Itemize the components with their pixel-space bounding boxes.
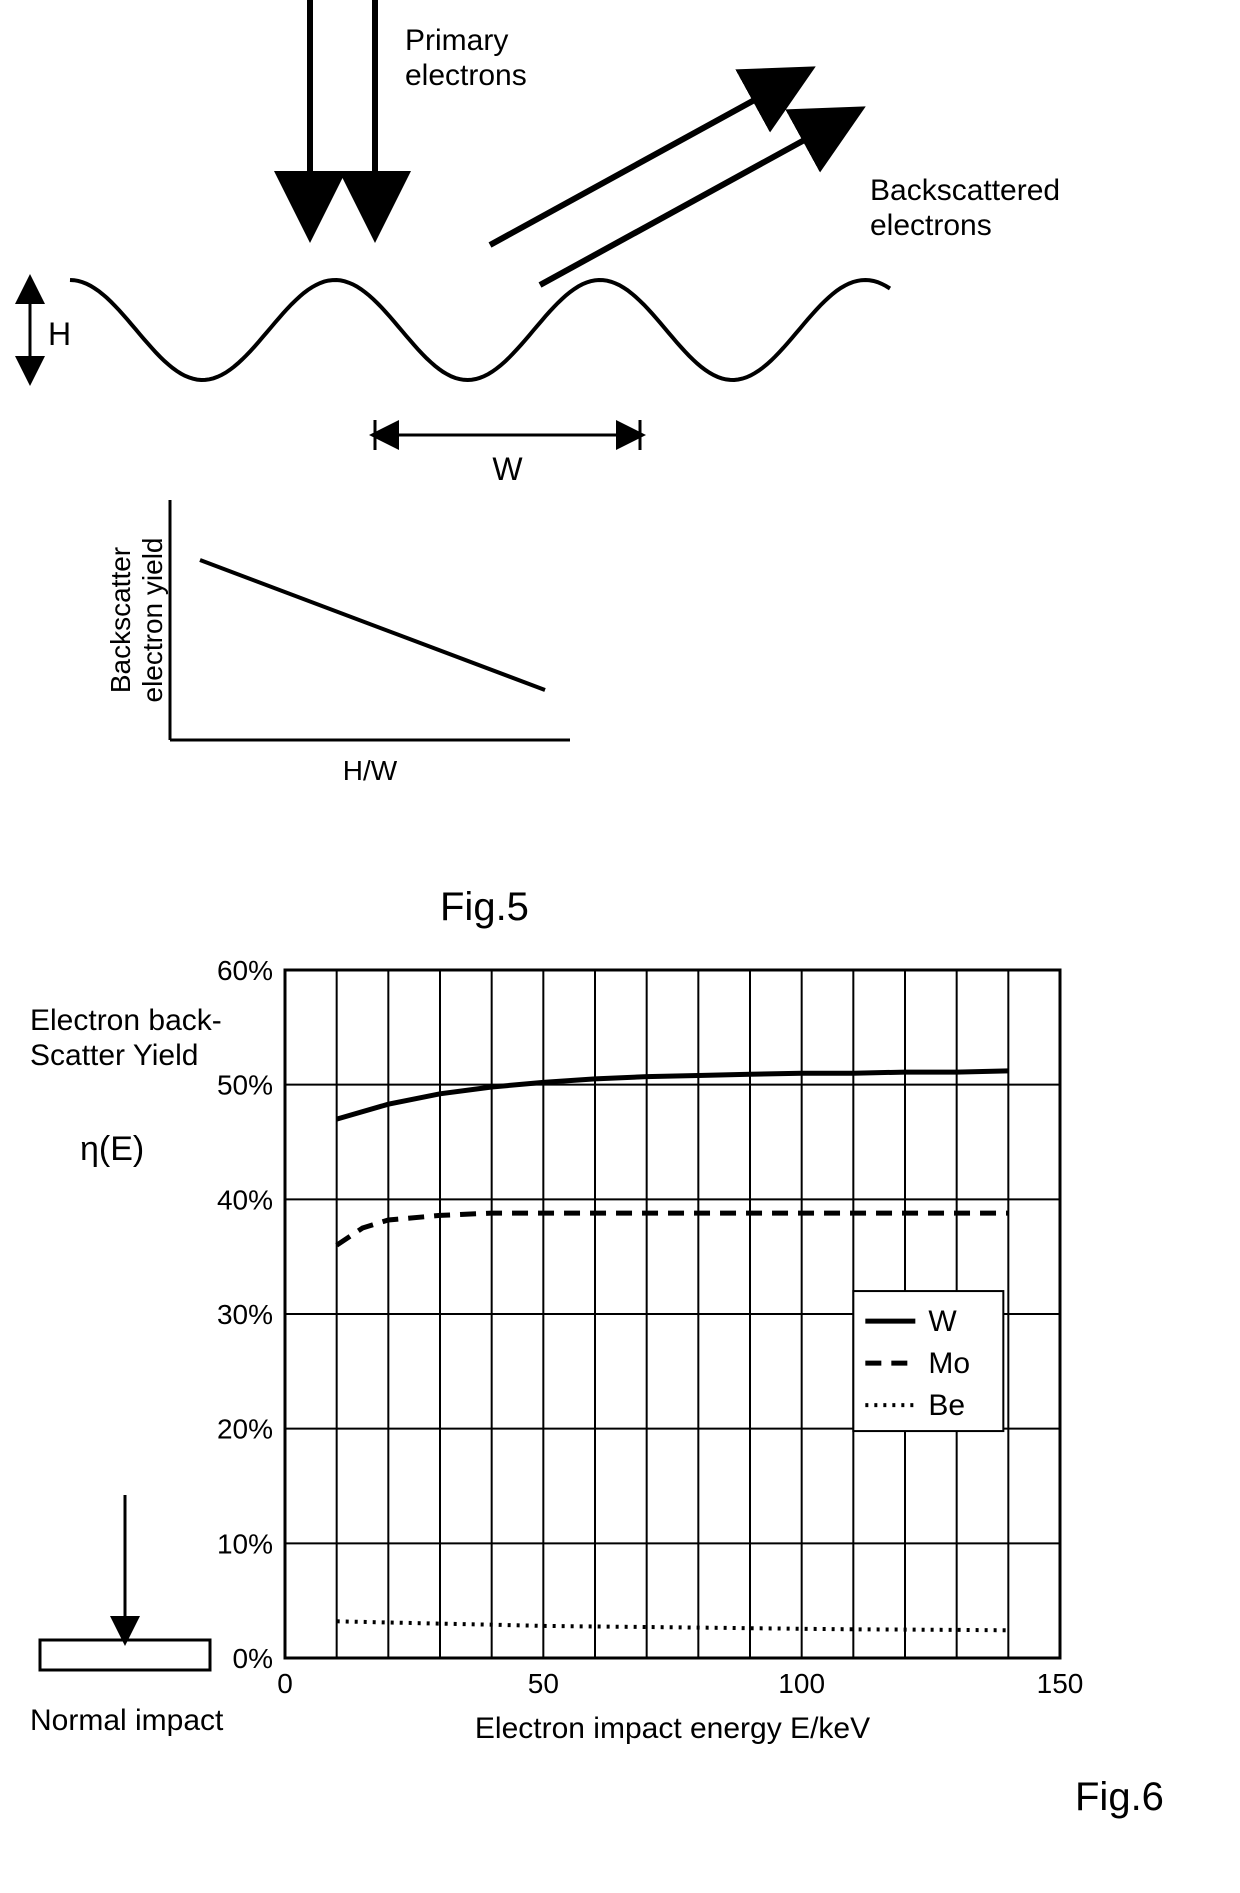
- w-label: W: [492, 451, 523, 487]
- primary-electrons-label: Primary: [405, 24, 508, 57]
- svg-text:0%: 0%: [233, 1643, 273, 1674]
- h-label: H: [48, 316, 71, 352]
- backscattered-label-2: electrons: [870, 209, 992, 242]
- fig6-ylabel-line1: Electron back-: [30, 1004, 222, 1037]
- svg-text:30%: 30%: [217, 1299, 273, 1330]
- mini-chart: Backscatterelectron yield H/W: [105, 500, 570, 786]
- fig6-xlabel: Electron impact energy E/keV: [475, 1712, 870, 1745]
- svg-text:150: 150: [1037, 1668, 1084, 1699]
- backscattered-label-1: Backscattered: [870, 174, 1060, 207]
- svg-text:10%: 10%: [217, 1528, 273, 1559]
- svg-text:W: W: [928, 1305, 957, 1338]
- svg-text:20%: 20%: [217, 1414, 273, 1445]
- fig6-label: Fig.6: [1075, 1775, 1164, 1819]
- svg-text:50: 50: [528, 1668, 559, 1699]
- series-W: [337, 1071, 1009, 1119]
- svg-text:40%: 40%: [217, 1184, 273, 1215]
- mini-chart-ylabel: Backscatterelectron yield: [105, 538, 168, 703]
- backscattered-arrows: [490, 75, 850, 285]
- fig6-ylabel-symbol: η(E): [80, 1130, 144, 1168]
- svg-text:Mo: Mo: [928, 1347, 970, 1380]
- fig6-chart: Electron back- Scatter Yield η(E) 0% 10% 2…: [0, 940, 1240, 1893]
- series-Mo: [337, 1213, 1009, 1245]
- primary-electrons-label-2: electrons: [405, 59, 527, 92]
- fig5-diagram: Primary electrons Backscattered electron…: [0, 0, 1240, 940]
- mini-chart-xlabel: H/W: [343, 755, 398, 786]
- svg-text:Be: Be: [928, 1389, 965, 1422]
- svg-text:60%: 60%: [217, 955, 273, 986]
- normal-impact-icon: [40, 1495, 210, 1670]
- svg-text:100: 100: [778, 1668, 825, 1699]
- svg-text:50%: 50%: [217, 1070, 273, 1101]
- svg-text:0: 0: [277, 1668, 293, 1699]
- fig5-label: Fig.5: [440, 885, 529, 929]
- wave-surface: [70, 280, 890, 380]
- primary-electrons-arrows: [310, 0, 375, 225]
- fig6-ylabel-line2: Scatter Yield: [30, 1039, 198, 1072]
- normal-impact-label: Normal impact: [30, 1704, 224, 1737]
- series-Be: [337, 1621, 1009, 1630]
- fig6-plot-area: 0% 10% 20% 30% 40% 50% 60% 0 50 100 150 W Mo Be: [217, 955, 1083, 1699]
